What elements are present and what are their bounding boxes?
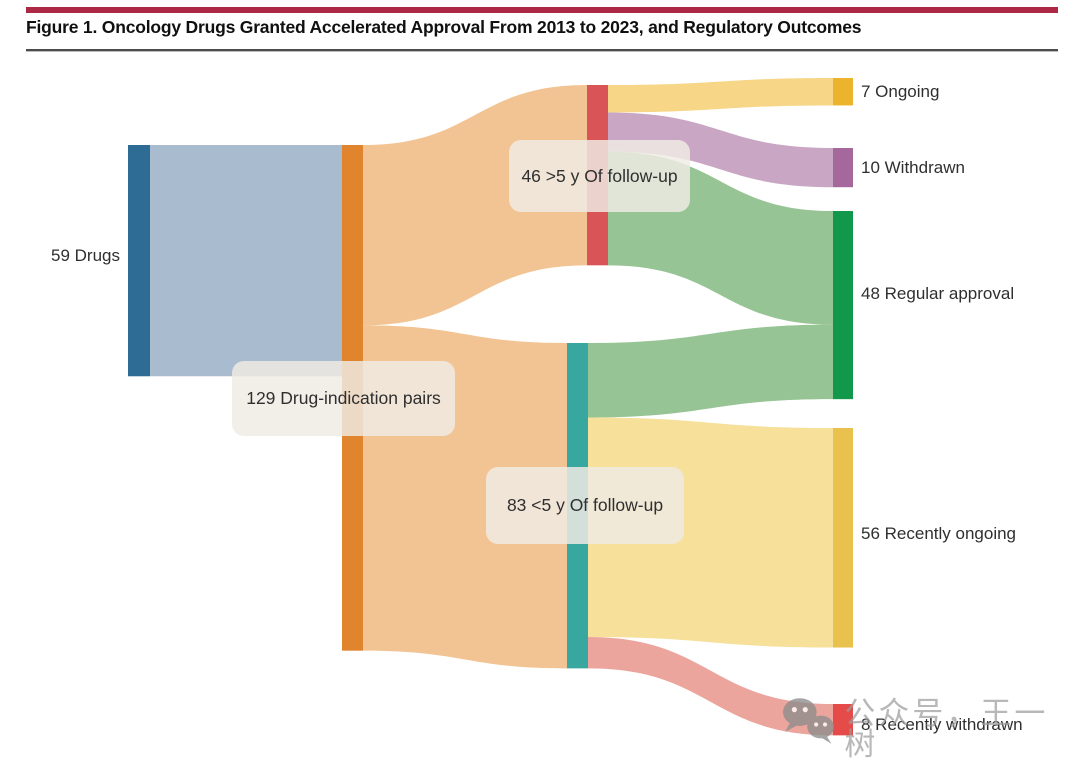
sankey-flow-gt5-withdrawn bbox=[608, 112, 833, 188]
node-label-withdrawn: 10 Withdrawn bbox=[861, 158, 965, 177]
sankey-node-recent_withdrawn bbox=[833, 704, 853, 736]
node-label-gt5y-follow-up: 46 >5 y Of follow-up bbox=[509, 140, 690, 212]
figure-header-rule bbox=[26, 49, 1058, 52]
node-label-drugs: 59 Drugs bbox=[51, 246, 120, 265]
node-label-lt5y-follow-up: 83 <5 y Of follow-up bbox=[486, 467, 684, 544]
node-label-regular-approval: 48 Regular approval bbox=[861, 284, 1015, 303]
sankey-node-drugs bbox=[128, 145, 150, 377]
figure-accent-bar bbox=[26, 7, 1058, 13]
sankey-node-recent_ongoing bbox=[833, 428, 853, 648]
node-label-recently-ongoing: 56 Recently ongoing bbox=[861, 524, 1017, 543]
node-label-recently-withdrawn: 8 Recently withdrawn bbox=[861, 715, 1023, 734]
figure-title: Figure 1. Oncology Drugs Granted Acceler… bbox=[26, 17, 862, 37]
sankey-node-ongoing bbox=[833, 78, 853, 106]
sankey-flow-lt5-recent_withdrawn bbox=[588, 637, 833, 736]
sankey-flow-gt5-ongoing bbox=[608, 78, 833, 113]
node-label-drug-indication-pairs: 129 Drug-indication pairs bbox=[232, 361, 455, 436]
sankey-node-withdrawn bbox=[833, 148, 853, 188]
sankey-flow-lt5-regular bbox=[588, 324, 833, 418]
sankey-node-regular bbox=[833, 211, 853, 400]
sankey-flow-drugs-pairs bbox=[150, 145, 342, 377]
node-label-ongoing: 7 Ongoing bbox=[861, 82, 940, 101]
